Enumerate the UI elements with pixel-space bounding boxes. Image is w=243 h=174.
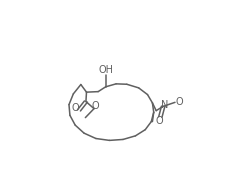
Text: O: O — [156, 116, 163, 126]
Text: N: N — [161, 100, 169, 110]
Text: OH: OH — [99, 65, 113, 76]
Text: O: O — [175, 97, 183, 107]
Text: O: O — [91, 101, 99, 111]
Text: O: O — [72, 103, 79, 113]
